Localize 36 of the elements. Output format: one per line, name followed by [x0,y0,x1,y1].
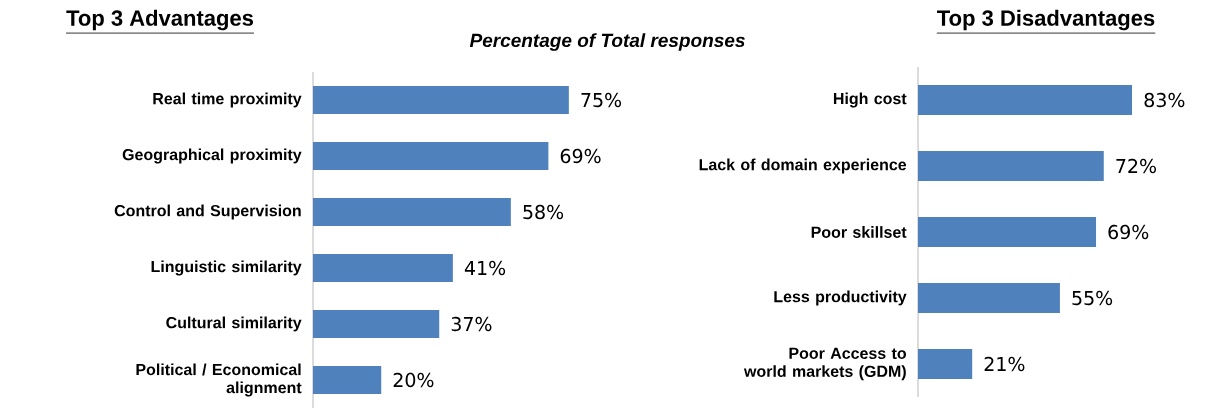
y-tick-label: Political / Economical alignment [136,363,302,397]
data-label: 55% [1072,290,1113,306]
data-label: 83% [1144,92,1185,108]
bar [918,85,1133,116]
data-label: 37% [451,316,492,332]
data-label: 41% [464,260,506,276]
y-tick-label: Poor skillset [811,226,907,238]
bar [313,310,440,338]
bar [918,348,973,379]
bar [313,86,569,114]
y-tick-label: Real time proximity [153,92,302,108]
chart-title: Top 3 Advantages [66,9,254,31]
text: Percentage of Total responses [469,33,745,51]
data-label: 69% [560,148,601,164]
data-label: 58% [523,204,564,220]
data-label: 20% [393,372,434,388]
data-label: 72% [1116,158,1157,174]
bar [918,217,1097,247]
bar [918,283,1060,313]
bar [313,142,549,170]
bar [918,151,1104,181]
y-tick-label: Poor Access to world markets (GDM) [743,347,907,381]
data-label: 69% [1108,224,1149,240]
bar [313,365,382,394]
bar [313,254,453,282]
chart-title: Top 3 Disadvantages [937,9,1155,31]
y-tick-label: Lack of domain experience [699,158,907,174]
y-tick-label: Linguistic similarity [151,260,302,276]
y-tick-label: Less productivity [774,290,907,306]
data-label: 75% [581,92,622,108]
y-tick-label: Control and Supervision [114,204,301,220]
bar [313,197,511,226]
y-tick-label: Geographical proximity [122,148,302,164]
data-label: 21% [984,356,1025,372]
y-tick-label: Cultural similarity [166,316,302,332]
y-tick-label: High cost [833,92,907,108]
